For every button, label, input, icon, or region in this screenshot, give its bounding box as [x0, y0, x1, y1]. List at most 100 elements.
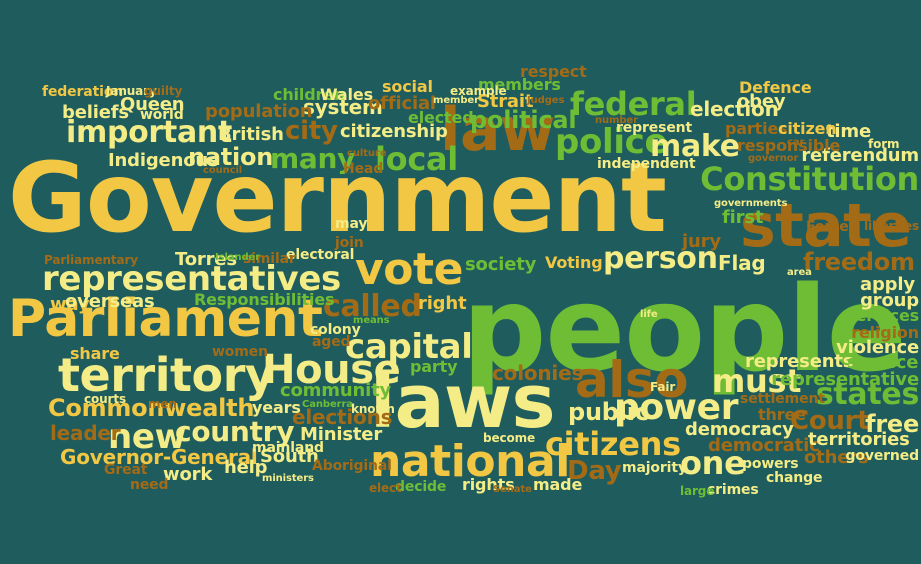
cloud-word-parties: parties — [725, 119, 788, 138]
cloud-word-important: important — [66, 115, 233, 150]
cloud-word-local: local — [375, 140, 458, 178]
cloud-word-day: Day — [567, 456, 622, 486]
cloud-word-life: life — [640, 309, 658, 320]
cloud-word-rights: rights — [462, 475, 515, 494]
cloud-word-islander: Islander — [215, 252, 261, 263]
cloud-word-responsible: responsible — [737, 136, 841, 155]
cloud-word-national: national — [370, 436, 570, 487]
cloud-word-courts: courts — [84, 392, 126, 406]
cloud-word-aged: aged — [312, 334, 351, 350]
cloud-word-judges: Judges — [527, 95, 565, 106]
cloud-word-public: public — [568, 398, 649, 426]
cloud-word-state: state — [740, 191, 912, 261]
cloud-word-mainland: mainland — [252, 440, 324, 456]
cloud-word-elected: elected — [408, 108, 474, 127]
cloud-word-service: service — [847, 352, 919, 373]
cloud-word-nation: nation — [188, 143, 274, 171]
cloud-word-social: social — [382, 77, 433, 96]
cloud-word-territories: territories — [808, 429, 910, 450]
cloud-word-constitution: Constitution — [700, 160, 919, 198]
cloud-word-must: must — [712, 362, 802, 400]
cloud-word-party: party — [410, 357, 458, 376]
cloud-word-culture: culture — [347, 148, 387, 159]
cloud-word-strait: Strait — [477, 91, 534, 112]
cloud-word-community: community — [280, 380, 392, 401]
cloud-word-wales: Wales — [320, 85, 373, 104]
cloud-word-independent: independent — [597, 156, 696, 172]
cloud-word-men: men — [148, 397, 177, 411]
cloud-word-beliefs: beliefs — [62, 102, 129, 123]
cloud-word-official: official — [368, 93, 436, 114]
cloud-word-governor: governor — [748, 153, 799, 164]
cloud-word-citizen: citizen — [778, 119, 837, 138]
cloud-word-area: area — [787, 267, 812, 278]
cloud-word-children: children — [273, 85, 346, 104]
cloud-word-free: free — [865, 410, 919, 438]
cloud-word-overseas: overseas — [65, 291, 155, 312]
cloud-word-society: society — [465, 254, 537, 275]
cloud-word-head: Head — [343, 161, 384, 177]
cloud-word-political: political — [470, 106, 577, 134]
cloud-word-similar: similar — [243, 251, 296, 267]
cloud-word-colonies: colonies — [492, 361, 584, 385]
cloud-word-democratic: democratic — [708, 435, 820, 456]
cloud-word-become: become — [483, 431, 536, 445]
cloud-word-laws: laws — [370, 359, 555, 445]
cloud-word-majority: majority — [622, 460, 687, 476]
cloud-word-aboriginal: Aboriginal — [312, 458, 392, 474]
cloud-word-group: group — [860, 290, 919, 311]
cloud-word-form: form — [868, 137, 900, 151]
cloud-word-new: new — [108, 417, 186, 457]
cloud-word-population: population — [205, 101, 313, 122]
cloud-word-members: members — [478, 75, 561, 94]
cloud-word-others: others — [804, 447, 869, 468]
cloud-word-election: election — [690, 97, 779, 121]
cloud-word-need: need — [130, 477, 169, 493]
cloud-word-first: first — [722, 207, 764, 228]
cloud-word-guilty: guilty — [144, 84, 183, 98]
cloud-word-force: Force — [806, 219, 849, 235]
cloud-word-law: law — [440, 95, 555, 165]
cloud-word-way: way — [50, 294, 90, 315]
cloud-word-called: called — [323, 289, 422, 324]
cloud-word-police: police — [555, 122, 668, 162]
cloud-word-queen: Queen — [120, 94, 185, 115]
cloud-word-great: Great — [104, 462, 148, 478]
cloud-word-torres: Torres — [175, 249, 237, 270]
cloud-word-capital: capital — [345, 327, 473, 367]
cloud-word-violence: violence — [836, 337, 919, 358]
cloud-word-minister: Minister — [300, 424, 383, 445]
cloud-word-religion: religion — [851, 323, 919, 342]
cloud-word-work: work — [163, 464, 213, 485]
cloud-word-women: women — [212, 344, 268, 360]
cloud-word-years: years — [252, 398, 301, 417]
cloud-word-country: country — [175, 415, 295, 448]
cloud-word-make: make — [650, 129, 740, 164]
cloud-word-large: large — [680, 484, 715, 498]
cloud-word-number: number — [595, 115, 638, 126]
cloud-word-made: made — [533, 475, 583, 494]
cloud-word-fair: Fair — [650, 380, 676, 394]
cloud-word-house: House — [262, 347, 401, 393]
cloud-word-also: also — [575, 351, 689, 409]
cloud-word-right: right — [418, 293, 467, 314]
cloud-word-indigenous: Indigenous — [108, 150, 219, 171]
cloud-word-responsibilities: Responsibilities — [194, 290, 335, 309]
cloud-word-january: January — [106, 84, 157, 98]
cloud-word-person: person — [603, 241, 718, 276]
cloud-word-representative: representative — [771, 369, 919, 390]
cloud-word-services: services — [846, 306, 919, 325]
cloud-word-representatives: representatives — [42, 259, 341, 299]
cloud-word-powers: powers — [742, 456, 799, 472]
cloud-word-leader: leader — [50, 421, 121, 445]
cloud-word-one: one — [680, 444, 746, 482]
cloud-word-may: may — [335, 216, 368, 232]
cloud-word-city: city — [285, 116, 338, 146]
cloud-word-people: people — [462, 260, 907, 398]
cloud-word-world: world — [140, 107, 184, 123]
cloud-word-obey: obey — [737, 91, 786, 112]
cloud-word-three: three — [758, 405, 806, 424]
cloud-word-governed: governed — [845, 448, 919, 464]
cloud-word-ministers: ministers — [262, 473, 314, 484]
